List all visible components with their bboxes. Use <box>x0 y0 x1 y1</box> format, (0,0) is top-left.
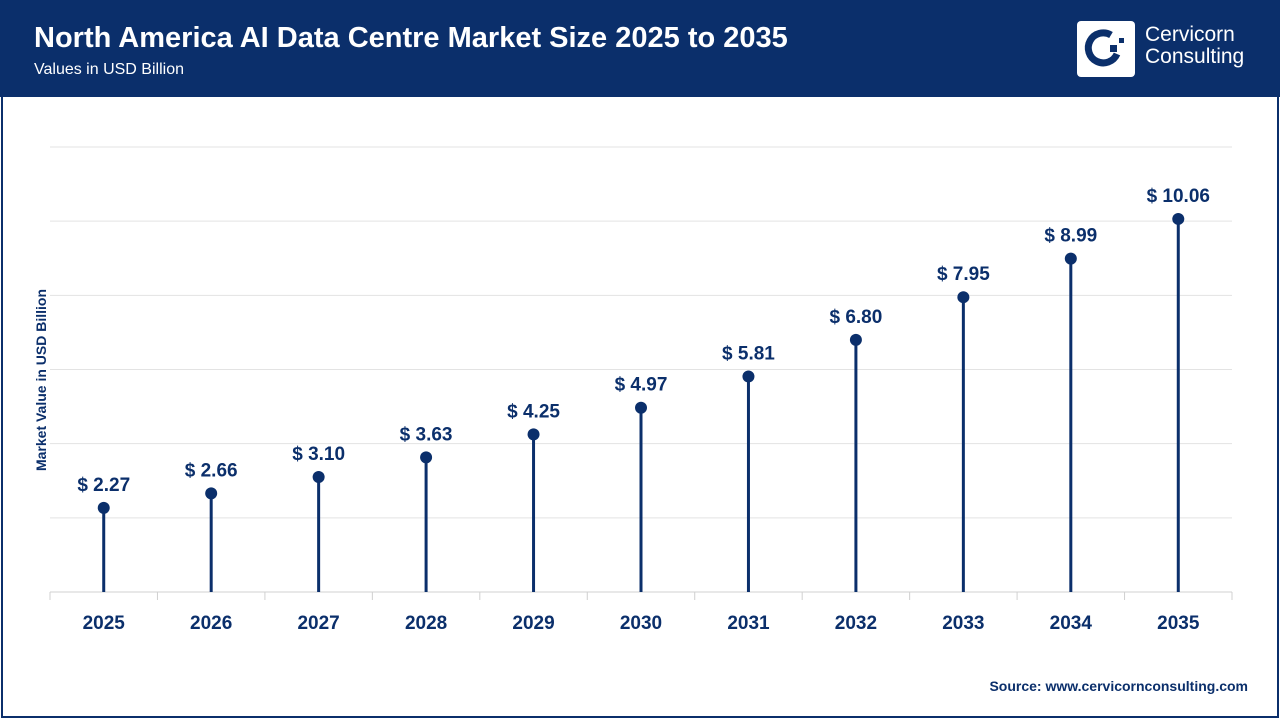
header: North America AI Data Centre Market Size… <box>0 0 1280 97</box>
data-label: $ 3.10 <box>292 444 345 465</box>
chart-title: North America AI Data Centre Market Size… <box>34 22 788 54</box>
chart-frame <box>1 97 1279 718</box>
lollipop-point <box>1064 252 1077 265</box>
data-label: $ 2.66 <box>185 460 238 481</box>
lollipop-point <box>312 471 325 484</box>
x-tick-label: 2035 <box>1157 613 1200 634</box>
lollipop-point <box>205 487 218 500</box>
data-label: $ 7.95 <box>937 264 990 285</box>
x-tick-label: 2029 <box>512 613 554 634</box>
data-label: $ 4.97 <box>615 375 668 396</box>
chart-subtitle: Values in USD Billion <box>34 61 184 78</box>
brand-line-2: Consulting <box>1145 45 1245 68</box>
x-tick-label: 2027 <box>297 613 339 634</box>
data-label: $ 4.25 <box>507 401 560 422</box>
data-label: $ 8.99 <box>1044 226 1097 247</box>
x-tick-label: 2026 <box>190 613 232 634</box>
x-tick-label: 2032 <box>835 613 877 634</box>
x-tick-label: 2031 <box>727 613 770 634</box>
brand-name: Cervicorn Consulting <box>1145 24 1244 68</box>
lollipop-point <box>420 451 433 464</box>
cervicorn-logo-icon <box>1077 21 1135 77</box>
lollipop-point <box>635 401 647 414</box>
lollipop-point <box>957 291 970 304</box>
lollipop-point <box>1172 212 1185 225</box>
x-tick-label: 2034 <box>1050 613 1093 634</box>
source-note: Source: www.cervicornconsulting.com <box>989 678 1248 694</box>
x-tick-label: 2028 <box>405 613 447 634</box>
lollipop-point <box>742 370 755 383</box>
data-label: $ 6.80 <box>829 307 882 328</box>
brand-line-1: Cervicorn <box>1145 23 1235 46</box>
x-tick-label: 2030 <box>620 613 662 634</box>
lollipop-point <box>527 428 540 441</box>
x-tick-label: 2033 <box>942 613 984 634</box>
lollipop-point <box>849 333 862 346</box>
x-tick-label: 2025 <box>83 613 126 634</box>
data-label: $ 5.81 <box>722 344 775 365</box>
lollipop-point <box>97 501 110 514</box>
data-label: $ 2.27 <box>77 475 130 496</box>
data-label: $ 10.06 <box>1147 186 1210 207</box>
data-label: $ 3.63 <box>400 424 453 445</box>
y-axis-label: Market Value in USD Billion <box>33 288 49 472</box>
